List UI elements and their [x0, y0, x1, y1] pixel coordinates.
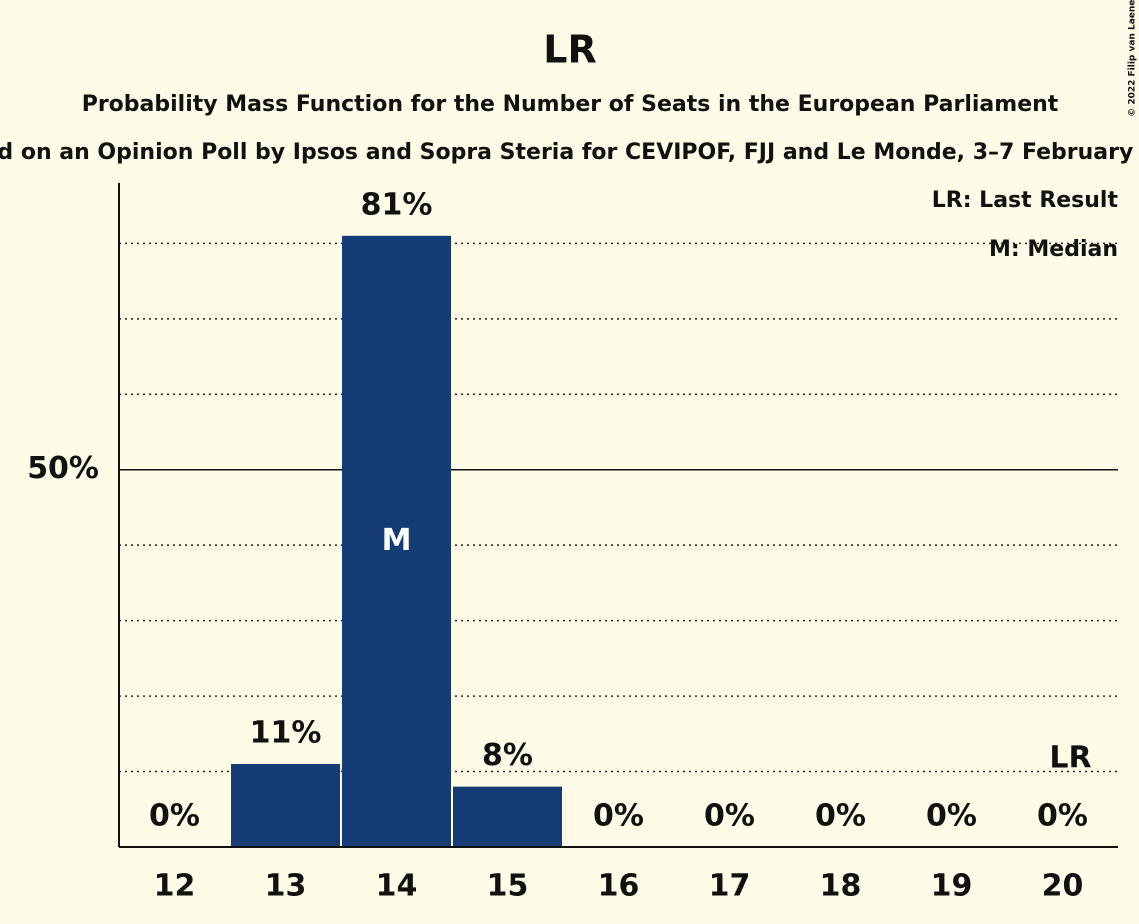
- chart-title: LR: [543, 28, 596, 72]
- x-tick-label: 13: [265, 869, 307, 904]
- x-tick-label: 17: [709, 869, 751, 904]
- y-tick-label: 50%: [27, 451, 99, 486]
- x-tick-label: 19: [931, 869, 973, 904]
- value-label: 0%: [704, 799, 755, 834]
- value-label: 81%: [361, 187, 433, 222]
- bar: [231, 764, 340, 847]
- x-tick-label: 20: [1042, 869, 1084, 904]
- bar: [342, 235, 451, 847]
- median-marker: M: [382, 523, 412, 558]
- chart-subtitle: Based on an Opinion Poll by Ipsos and So…: [0, 140, 1139, 165]
- value-label: 0%: [593, 799, 644, 834]
- value-label: 0%: [1037, 799, 1088, 834]
- value-label: 0%: [926, 799, 977, 834]
- chart-subtitle: Probability Mass Function for the Number…: [82, 92, 1059, 117]
- bar: [453, 786, 562, 847]
- value-label: 8%: [482, 738, 533, 773]
- value-label: 11%: [250, 716, 322, 751]
- legend-entry: M: Median: [989, 237, 1118, 262]
- last-result-marker: LR: [1049, 741, 1091, 776]
- x-tick-label: 18: [820, 869, 862, 904]
- x-tick-label: 12: [154, 869, 196, 904]
- x-tick-label: 16: [598, 869, 640, 904]
- value-label: 0%: [815, 799, 866, 834]
- x-tick-label: 14: [376, 869, 418, 904]
- copyright: © 2022 Filip van Laenen: [1128, 0, 1138, 117]
- x-tick-label: 15: [487, 869, 529, 904]
- value-label: 0%: [149, 799, 200, 834]
- legend-entry: LR: Last Result: [932, 188, 1119, 213]
